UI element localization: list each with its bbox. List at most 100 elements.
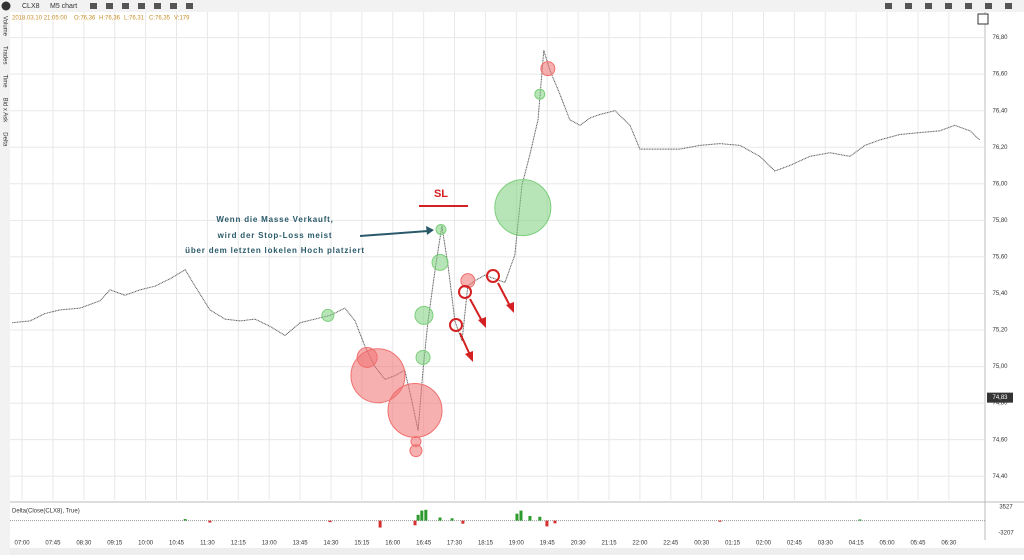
volume-bubble <box>321 308 335 322</box>
x-tick-label: 06:30 <box>941 541 957 547</box>
sidebar-tab[interactable]: Bid x Ask <box>1 98 7 124</box>
arrow-heads <box>465 302 514 362</box>
x-tick-label: 19:45 <box>540 541 556 547</box>
y-tick-label: 76,60 <box>992 72 1008 78</box>
x-tick-label: 11:30 <box>200 541 215 547</box>
delta-bar <box>718 520 722 522</box>
x-tick-label: 13:00 <box>262 541 278 547</box>
delta-bar <box>858 519 862 521</box>
annotation-line: Wenn die Masse Verkauft, <box>216 215 333 224</box>
delta-bar <box>461 520 465 524</box>
delta-bar <box>519 510 523 521</box>
x-tick-label: 15:15 <box>354 541 370 547</box>
volume-bubble <box>414 305 434 325</box>
app-logo[interactable] <box>1 1 11 11</box>
delta-bar <box>208 520 212 523</box>
volume-bubble <box>540 61 556 77</box>
x-tick-label: 07:00 <box>15 541 31 547</box>
y-tick-label: 74,60 <box>992 437 1008 443</box>
toolbar-icons[interactable] <box>90 3 1012 9</box>
annotation-arrow <box>359 230 429 237</box>
x-tick-label: 16:00 <box>385 541 401 547</box>
plot <box>10 12 985 500</box>
x-tick-label: 16:45 <box>416 541 432 547</box>
y-tick-label: 75,40 <box>992 291 1008 297</box>
x-tick-label: 02:45 <box>787 541 803 547</box>
delta-label: Delta(Close(CLX8), True) <box>12 509 80 515</box>
x-tick-label: 08:30 <box>76 541 92 547</box>
delta-bar <box>183 519 187 521</box>
y-tick-label: 74,80 <box>992 401 1008 407</box>
sidebar-tab[interactable]: Trades <box>1 46 7 64</box>
delta-bar <box>416 514 420 521</box>
delta-bar <box>538 516 542 521</box>
x-tick-label: 20:30 <box>571 541 587 547</box>
price-marker <box>987 392 1013 403</box>
delta-tick-label: -3207 <box>998 531 1014 537</box>
y-tick-label: 76,80 <box>992 35 1008 41</box>
delta-bar <box>450 518 454 521</box>
x-tick-label: 22:00 <box>632 541 648 547</box>
chart-type[interactable]: M5 chart <box>50 3 77 10</box>
volume-bubble <box>415 349 431 365</box>
x-tick-label: 10:45 <box>169 541 185 547</box>
y-tick-label: 75,80 <box>992 218 1008 224</box>
delta-bar <box>424 509 428 521</box>
volume-bubble <box>387 382 443 438</box>
y-tick-label: 76,40 <box>992 108 1008 114</box>
y-tick-label: 75,20 <box>992 328 1008 334</box>
x-tick-label: 04:15 <box>849 541 865 547</box>
x-tick-label: 05:00 <box>880 541 896 547</box>
annotations: Wenn die Masse Verkauft, wird der Stop-L… <box>185 188 514 362</box>
x-tick-label: 17:30 <box>447 541 463 547</box>
y-tick-label: 76,20 <box>992 145 1008 151</box>
x-tick-label: 03:30 <box>818 541 834 547</box>
delta-bar <box>420 510 424 521</box>
x-tick-label: 01:15 <box>725 541 741 547</box>
delta-bar <box>553 520 557 524</box>
x-tick-label: 19:00 <box>509 541 525 547</box>
delta-tick-label: 3527 <box>999 505 1013 511</box>
annotation-line: über dem letzten lokelen Hoch platziert <box>185 246 365 255</box>
x-tick-label: 10:00 <box>138 541 154 547</box>
delta-bar <box>515 513 519 521</box>
x-tick-label: 14:30 <box>323 541 339 547</box>
delta-bar <box>438 517 442 521</box>
delta-bar <box>328 520 332 523</box>
sl-label: SL <box>434 188 448 200</box>
scroll-end-button[interactable] <box>977 13 989 25</box>
delta-bar <box>528 515 532 521</box>
x-tick-label: 09:15 <box>107 541 123 547</box>
x-tick-label: 18:15 <box>478 541 494 547</box>
x-tick-label: 02:00 <box>756 541 772 547</box>
sidebar-tab[interactable]: Delta <box>1 132 7 147</box>
volume-bubble <box>431 253 449 271</box>
price-line <box>12 50 981 431</box>
x-tick-label: 07:45 <box>45 541 61 547</box>
x-tick-label: 22:45 <box>663 541 679 547</box>
toolbar <box>0 0 1024 12</box>
y-tick-label: 75,00 <box>992 364 1008 370</box>
sidebar <box>0 12 10 555</box>
sidebar-tab[interactable]: Volume <box>1 16 7 37</box>
volume-bubble <box>534 88 546 100</box>
x-tick-label: 21:15 <box>602 541 618 547</box>
annotation-line: wird der Stop-Loss meist <box>217 231 333 240</box>
delta-bar <box>413 520 417 526</box>
scrollbar[interactable] <box>10 548 1024 555</box>
ohlc-field: O:76,36 <box>74 16 96 22</box>
volume-bubble <box>350 348 406 404</box>
ohlc-field: H:76,36 <box>99 16 121 22</box>
sidebar-tab[interactable]: Time <box>1 74 7 88</box>
red-markers <box>449 269 511 356</box>
price-marker-label: 74,83 <box>992 395 1008 401</box>
x-tick-label: 05:45 <box>910 541 926 547</box>
delta-bar <box>378 520 382 528</box>
volume-bubble <box>409 444 423 458</box>
symbol[interactable]: CLX8 <box>22 3 40 10</box>
volume-bubble <box>494 179 552 237</box>
y-tick-label: 75,60 <box>992 254 1008 260</box>
y-tick-label: 74,40 <box>992 474 1008 480</box>
